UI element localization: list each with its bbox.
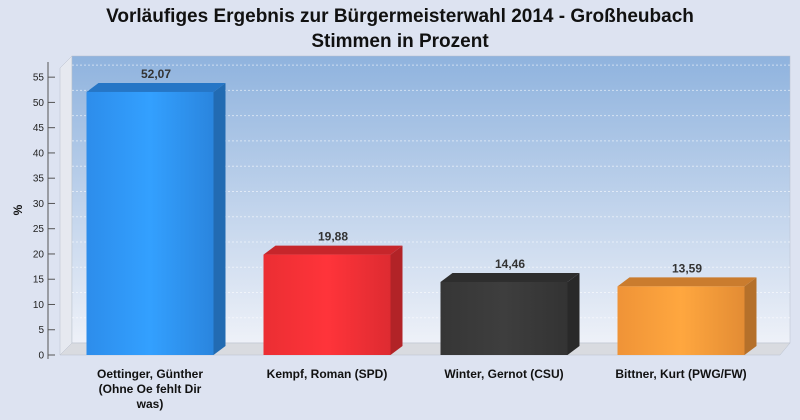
x-category-label: Winter, Gernot (CSU) bbox=[444, 367, 563, 381]
y-tick-label: 15 bbox=[33, 275, 45, 286]
chart-title-block: Vorläufiges Ergebnis zur Bürgermeisterwa… bbox=[0, 4, 800, 54]
x-category-label: (Ohne Oe fehlt Dir bbox=[99, 382, 202, 396]
y-tick-label: 35 bbox=[33, 174, 45, 185]
y-tick-label: 40 bbox=[33, 148, 45, 159]
y-tick-label: 45 bbox=[33, 123, 45, 134]
bar bbox=[86, 91, 214, 355]
chart-title: Vorläufiges Ergebnis zur Bürgermeisterwa… bbox=[106, 6, 694, 27]
bar-side bbox=[567, 272, 580, 355]
plot-side-wall bbox=[59, 55, 73, 356]
x-category-label: Oettinger, Günther bbox=[97, 367, 203, 381]
y-tick-label: 25 bbox=[33, 224, 45, 235]
bar-side bbox=[744, 277, 757, 355]
bar-value-label: 52,07 bbox=[141, 67, 171, 81]
x-category-label: Bittner, Kurt (PWG/FW) bbox=[615, 367, 746, 381]
chart-subtitle: Stimmen in Prozent bbox=[311, 31, 489, 52]
x-category-label: was) bbox=[136, 397, 164, 411]
y-tick-label: 5 bbox=[38, 325, 44, 336]
bar bbox=[617, 286, 745, 355]
y-tick-label: 50 bbox=[33, 98, 45, 109]
x-category-label: Kempf, Roman (SPD) bbox=[267, 367, 388, 381]
bar-value-label: 13,59 bbox=[672, 261, 702, 275]
y-tick-label: 55 bbox=[33, 73, 45, 84]
bar bbox=[440, 281, 568, 355]
y-tick-label: 30 bbox=[33, 199, 45, 210]
y-tick-label: 0 bbox=[38, 351, 44, 362]
bar-side bbox=[213, 82, 226, 355]
y-tick-label: 20 bbox=[33, 249, 45, 260]
bar-value-label: 19,88 bbox=[318, 230, 348, 244]
y-tick-label: 10 bbox=[33, 300, 45, 311]
bar-top bbox=[440, 272, 580, 282]
bar-top bbox=[617, 277, 757, 287]
bar-top bbox=[263, 245, 403, 255]
bar-value-label: 14,46 bbox=[495, 257, 525, 271]
bar-top bbox=[86, 82, 226, 92]
bar-side bbox=[390, 245, 403, 355]
y-axis-label: % bbox=[11, 204, 25, 215]
bar bbox=[263, 254, 391, 355]
